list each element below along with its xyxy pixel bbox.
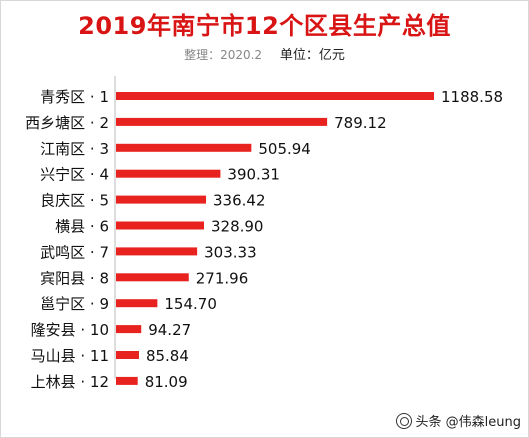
value-label: 271.96: [196, 269, 249, 287]
category-label: 宾阳县 · 8: [40, 269, 109, 287]
bar: [116, 117, 328, 126]
bar: [116, 247, 198, 256]
chart-subtitle: 整理：2020.2 单位：亿元: [0, 44, 529, 63]
category-label: 隆安县 · 10: [31, 321, 109, 339]
bar: [116, 143, 252, 152]
value-label: 390.31: [227, 166, 280, 184]
category-label: 良庆区 · 5: [40, 192, 109, 210]
category-label: 马山县 · 11: [31, 347, 109, 365]
bar: [116, 351, 139, 359]
bar: [116, 92, 434, 100]
value-label: 303.33: [204, 243, 257, 261]
value-label: 1188.58: [441, 88, 503, 106]
bar: [116, 299, 158, 308]
value-label: 85.84: [146, 347, 189, 365]
bar: [116, 273, 189, 282]
category-label: 上林县 · 12: [31, 373, 109, 391]
watermark: 头条 @伟森leung: [395, 411, 521, 430]
camera-lens-icon: [395, 412, 412, 429]
date-note: 整理：2020.2: [184, 48, 263, 62]
bar: [116, 169, 221, 178]
value-label: 789.12: [334, 114, 387, 132]
chart-title: 2019年南宁市12个区县生产总值: [78, 12, 451, 40]
value-label: 154.70: [164, 295, 217, 313]
value-label: 328.90: [211, 218, 263, 236]
category-label: 西乡塘区 · 2: [25, 114, 109, 132]
category-label: 兴宁区 · 4: [40, 166, 109, 184]
bar: [116, 221, 204, 230]
category-label: 武鸣区 · 7: [40, 243, 109, 261]
bar: [116, 376, 138, 385]
watermark-text: 头条 @伟森leung: [415, 415, 521, 430]
value-label: 94.27: [148, 321, 191, 339]
category-label: 青秀区 · 1: [40, 88, 109, 106]
category-label: 江南区 · 3: [40, 140, 109, 158]
value-label: 336.42: [213, 192, 266, 210]
category-label: 横县 · 6: [55, 218, 109, 236]
value-label: 505.94: [258, 140, 311, 158]
bar: [116, 195, 207, 204]
category-label: 邕宁区 · 9: [40, 295, 109, 313]
bar: [116, 325, 142, 334]
unit-label: 单位：亿元: [279, 48, 345, 63]
value-label: 81.09: [145, 373, 188, 391]
